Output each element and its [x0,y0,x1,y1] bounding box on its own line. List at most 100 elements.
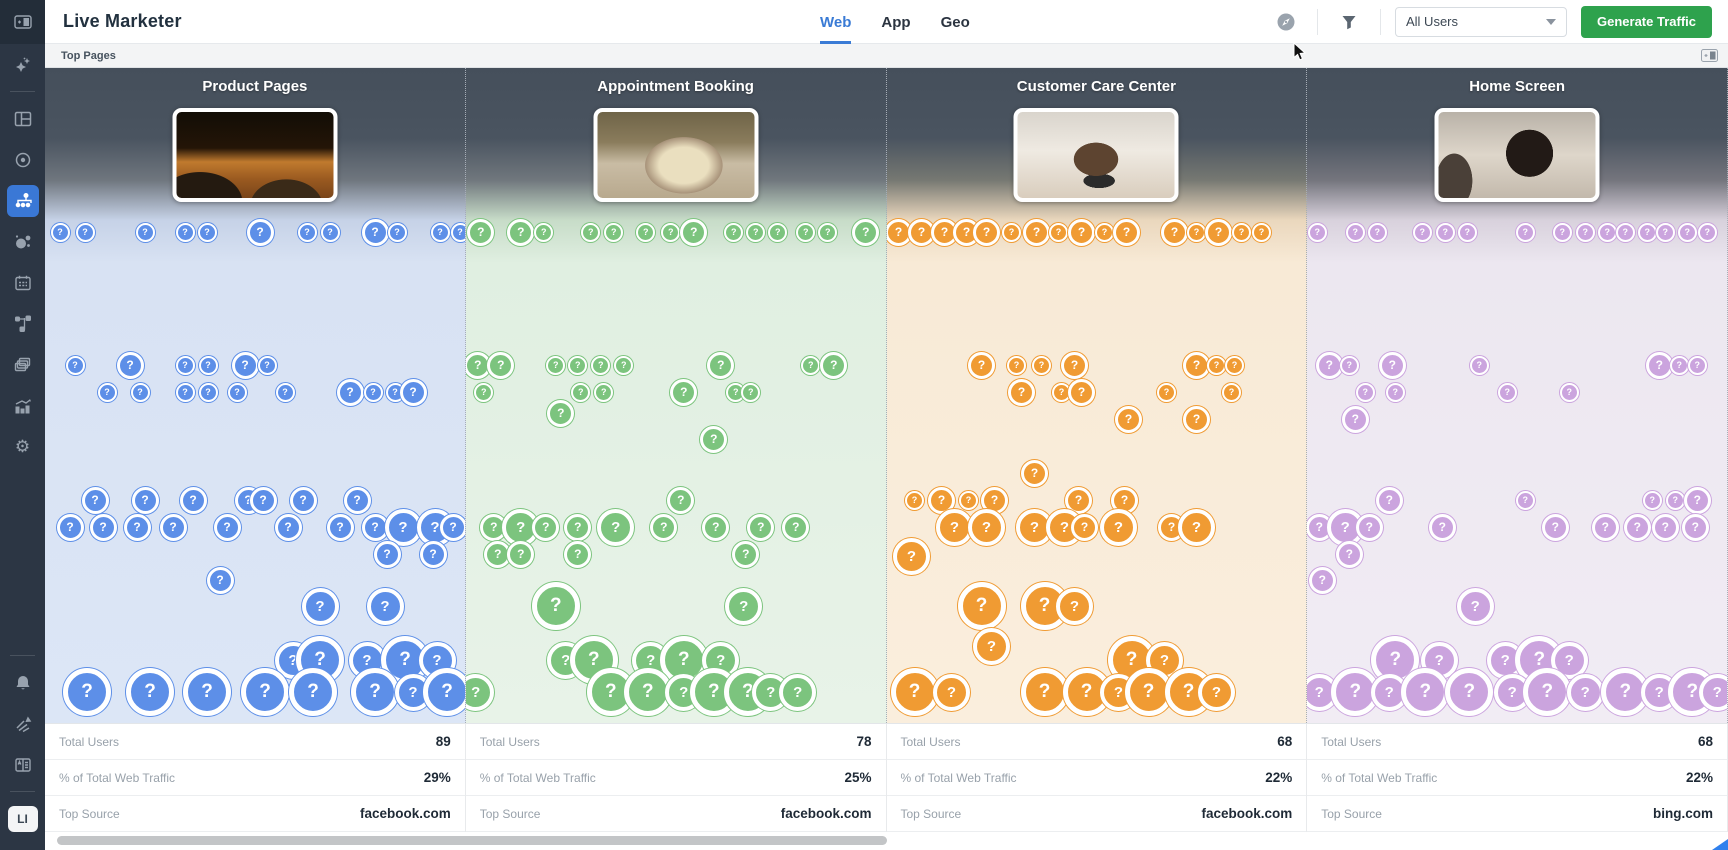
user-bubble[interactable]: ? [568,355,588,375]
user-bubble[interactable]: ? [387,222,407,242]
user-bubble[interactable]: ? [1052,382,1071,402]
user-bubble[interactable]: ? [1068,378,1095,406]
audience-dropdown[interactable]: All Users [1395,6,1567,37]
compass-button[interactable] [1269,12,1303,32]
user-bubble[interactable]: ? [959,490,978,510]
user-bubble[interactable]: ? [973,218,1000,246]
tab-web[interactable]: Web [820,0,852,44]
user-bubble[interactable]: ? [399,378,427,406]
user-bubble[interactable]: ? [297,222,317,242]
user-bubble[interactable]: ? [1677,222,1697,242]
user-bubble[interactable]: ? [702,513,730,541]
user-bubble[interactable]: ? [591,355,611,375]
user-bubble[interactable]: ? [179,486,207,514]
user-bubble[interactable]: ? [183,668,231,716]
user-bubble[interactable]: ? [1341,405,1369,433]
user-bubble[interactable]: ? [667,486,695,514]
page-thumbnail[interactable] [1434,108,1600,202]
user-bubble[interactable]: ? [301,587,339,625]
user-bubble[interactable]: ? [1315,351,1343,379]
user-bubble[interactable]: ? [81,486,109,514]
user-bubble[interactable]: ? [547,399,575,427]
sidebar-item-calendar[interactable] [0,262,45,303]
user-bubble[interactable]: ? [650,513,678,541]
user-bubble[interactable]: ? [1207,355,1226,375]
page-thumbnail[interactable] [172,108,338,202]
user-bubble[interactable]: ? [796,222,816,242]
user-bubble[interactable]: ? [747,513,775,541]
user-bubble[interactable]: ? [484,540,512,568]
user-bubble[interactable]: ? [487,351,515,379]
user-bubble[interactable]: ? [450,222,465,242]
user-bubble[interactable]: ? [893,537,930,575]
user-bubble[interactable]: ? [571,382,591,402]
user-bubble[interactable]: ? [1681,513,1709,541]
user-bubble[interactable]: ? [636,222,656,242]
user-bubble[interactable]: ? [351,668,399,716]
user-bubble[interactable]: ? [957,582,1006,630]
user-bubble[interactable]: ? [1068,218,1095,246]
user-bubble[interactable]: ? [241,668,289,716]
user-bubble[interactable]: ? [968,508,1005,546]
user-bubble[interactable]: ? [361,513,389,541]
user-bubble[interactable]: ? [1687,355,1707,375]
user-bubble[interactable]: ? [614,355,634,375]
user-bubble[interactable]: ? [1008,378,1035,406]
user-bubble[interactable]: ? [320,222,340,242]
user-bubble[interactable]: ? [1637,222,1657,242]
page-thumbnail[interactable] [593,108,759,202]
user-bubble[interactable]: ? [1335,540,1363,568]
generate-traffic-button[interactable]: Generate Traffic [1581,5,1712,38]
user-bubble[interactable]: ? [1095,222,1114,242]
user-bubble[interactable]: ? [1665,490,1685,510]
user-bubble[interactable]: ? [97,382,117,402]
user-bubble[interactable]: ? [1401,668,1450,716]
user-bubble[interactable]: ? [1655,222,1675,242]
user-bubble[interactable]: ? [1669,355,1689,375]
user-bubble[interactable]: ? [246,218,274,246]
user-bubble[interactable]: ? [531,582,580,630]
user-bubble[interactable]: ? [384,508,422,546]
user-bubble[interactable]: ? [135,222,155,242]
user-bubble[interactable]: ? [1252,222,1271,242]
user-bubble[interactable]: ? [1445,668,1494,716]
user-bubble[interactable]: ? [430,222,450,242]
user-bubble[interactable]: ? [661,222,681,242]
sidebar-item-targeting[interactable] [0,139,45,180]
user-bubble[interactable]: ? [257,355,277,375]
user-bubble[interactable]: ? [564,540,592,568]
user-bubble[interactable]: ? [1183,405,1210,433]
user-bubble[interactable]: ? [1339,355,1359,375]
user-bubble[interactable]: ? [1469,355,1489,375]
user-bubble[interactable]: ? [1566,673,1604,711]
user-bubble[interactable]: ? [249,486,277,514]
user-bubble[interactable]: ? [65,355,85,375]
user-bubble[interactable]: ? [936,508,973,546]
user-bubble[interactable]: ? [1032,355,1051,375]
sidebar-item-assistant[interactable] [0,44,45,85]
user-bubble[interactable]: ? [1187,222,1206,242]
user-bubble[interactable]: ? [581,222,601,242]
user-bubble[interactable]: ? [700,425,728,453]
user-bubble[interactable]: ? [1645,351,1673,379]
user-bubble[interactable]: ? [1056,587,1093,625]
sidebar-item-segments[interactable] [0,221,45,262]
user-bubble[interactable]: ? [1375,486,1403,514]
user-bubble[interactable]: ? [1575,222,1595,242]
user-bubble[interactable]: ? [89,513,117,541]
user-bubble[interactable]: ? [1623,513,1651,541]
user-bubble[interactable]: ? [373,540,401,568]
user-bubble[interactable]: ? [1355,382,1375,402]
user-bubble[interactable]: ? [1497,382,1517,402]
user-bubble[interactable]: ? [1412,222,1432,242]
user-bubble[interactable]: ? [725,587,763,625]
user-bubble[interactable]: ? [680,218,708,246]
user-bubble[interactable]: ? [931,218,958,246]
user-bubble[interactable]: ? [905,490,924,510]
user-bubble[interactable]: ? [131,486,159,514]
sidebar-item-flows[interactable] [0,303,45,344]
user-bubble[interactable]: ? [1697,222,1717,242]
user-bubble[interactable]: ? [343,486,371,514]
sidebar-item-live-marketer[interactable] [0,180,45,221]
user-bubble[interactable]: ? [63,668,111,716]
